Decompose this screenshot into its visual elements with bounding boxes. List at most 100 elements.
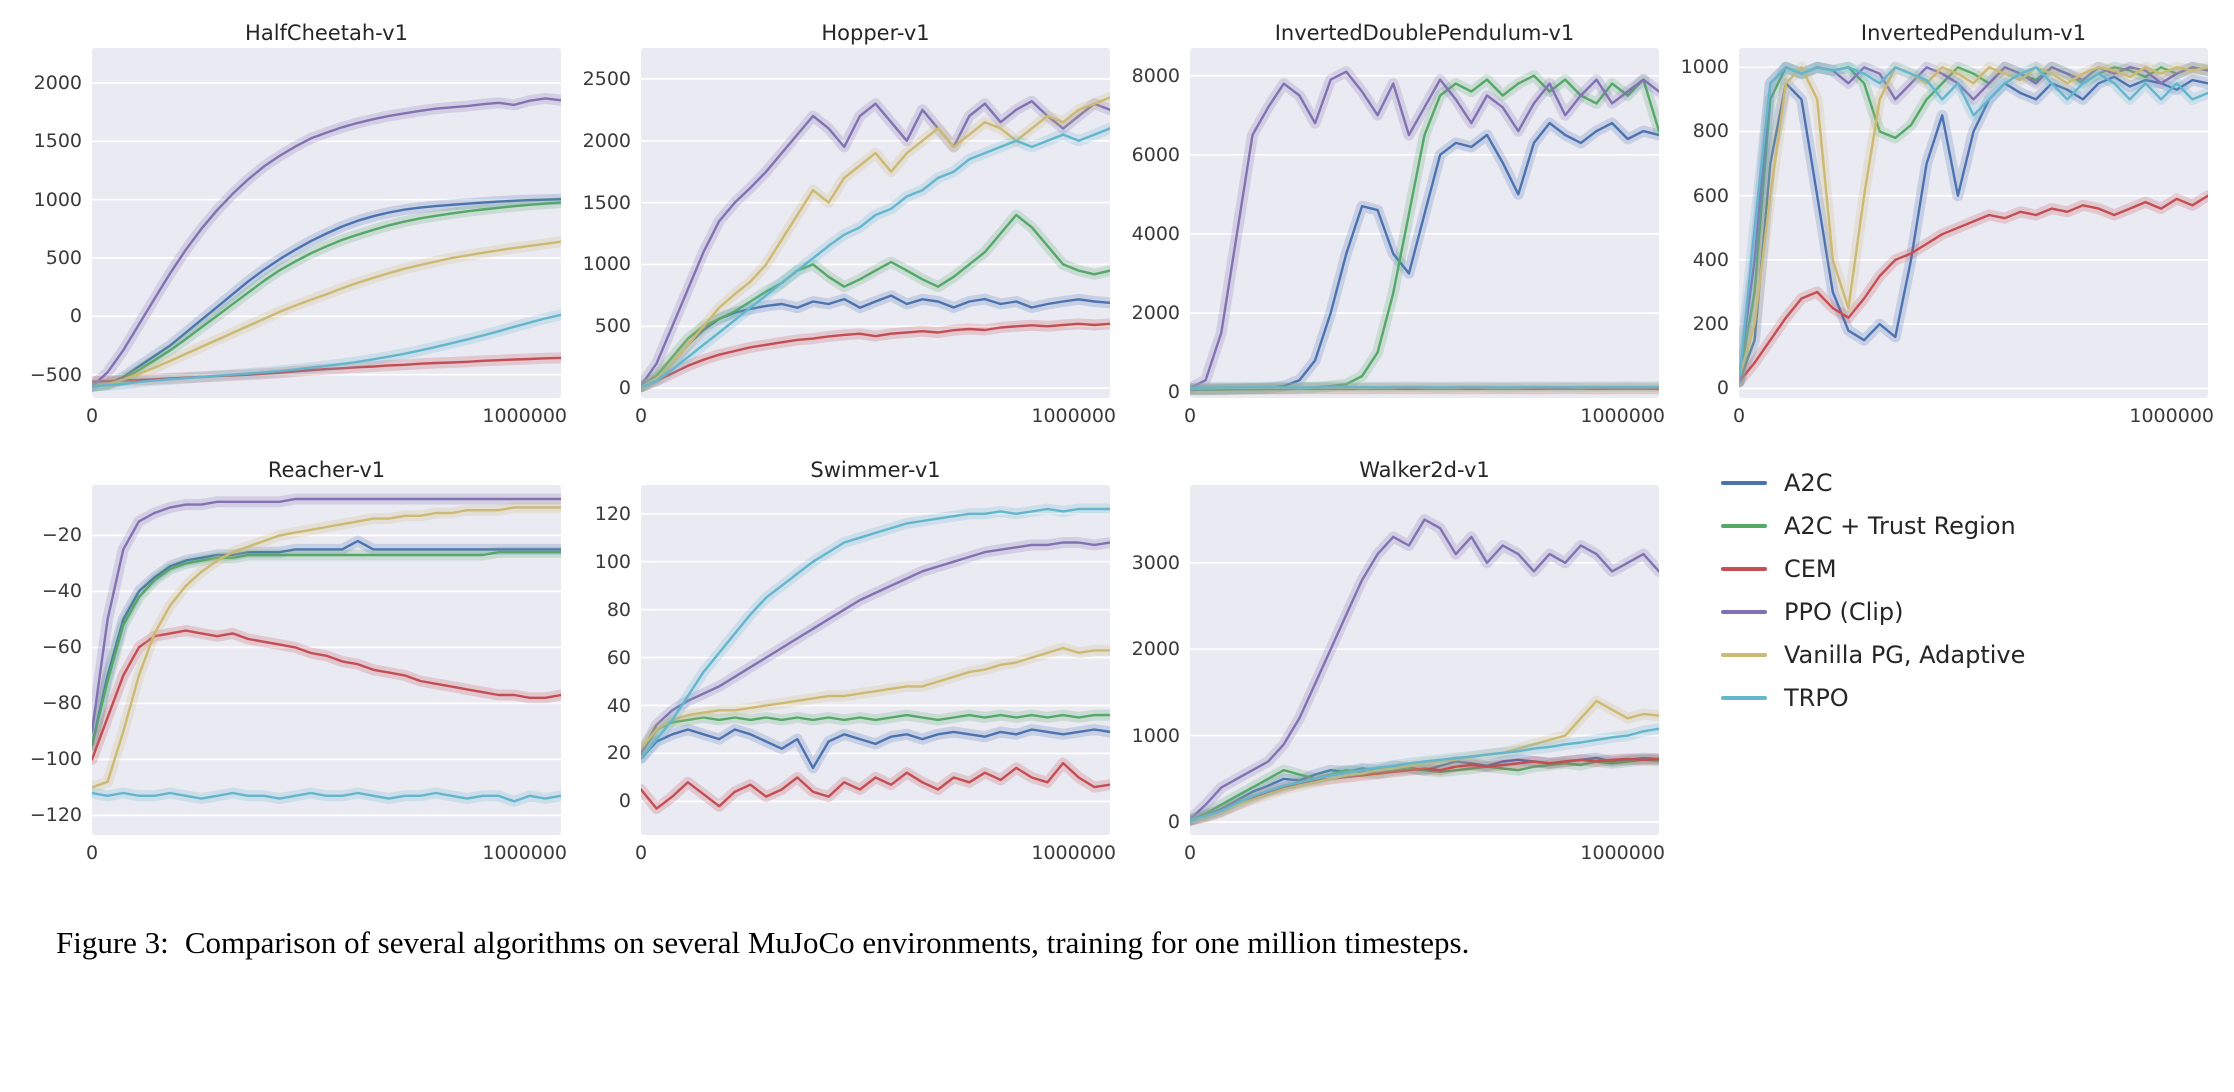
plot-area <box>92 48 561 398</box>
series-line-vanilla-pg-adaptive <box>641 646 1110 750</box>
y-tick-label: 2000 <box>1131 638 1180 661</box>
chart-canvas <box>1739 61 2208 390</box>
y-tick-label: 1000 <box>33 188 82 211</box>
y-tick-label: 2000 <box>1131 301 1180 324</box>
legend-label: PPO (Clip) <box>1784 598 1904 626</box>
series-line-trpo <box>641 507 1110 760</box>
series-line-ppo-clip <box>92 497 561 733</box>
y-tick-label: 0 <box>618 377 631 400</box>
series-line-vanilla-pg-adaptive <box>92 240 561 388</box>
series-line-trpo <box>1190 727 1659 822</box>
series-band-a2c <box>641 724 1110 774</box>
y-axis-ticks: −120 −100 −80 −60 −40 −20 <box>26 485 92 835</box>
y-tick-label: −80 <box>41 692 82 715</box>
y-tick-label: 400 <box>1692 248 1729 271</box>
x-tick-label: 0 <box>1184 842 1197 864</box>
y-tick-label: 1500 <box>582 191 631 214</box>
y-axis-ticks: 0 200 400 600 800 1000 <box>1673 48 1739 400</box>
series-line-vanilla-pg-adaptive <box>1190 699 1659 822</box>
series-band-a2c <box>1739 71 2208 388</box>
series-band-trpo <box>641 122 1110 393</box>
legend-label: A2C + Trust Region <box>1784 512 2016 540</box>
x-tick-label: 0 <box>86 842 99 864</box>
series-line-a2c-trust-region <box>641 713 1110 755</box>
series-line-vanilla-pg-adaptive <box>641 96 1110 389</box>
y-tick-label: 0 <box>618 790 631 813</box>
figure-caption: Figure 3: Comparison of several algorithm… <box>56 920 2176 966</box>
y-axis-ticks: 0 500 1000 1500 2000 2500 <box>575 48 641 400</box>
y-tick-label: −120 <box>29 804 82 827</box>
y-tick-label: 2000 <box>33 72 82 94</box>
series-line-cem <box>641 761 1110 810</box>
y-tick-label: 6000 <box>1131 143 1180 166</box>
y-axis-ticks: −500 0 500 1000 1500 2000 <box>26 48 92 398</box>
y-tick-label: 4000 <box>1131 222 1180 245</box>
y-tick-label: −500 <box>29 363 82 386</box>
chart-walker2d-v1: Walker2d-v1 0 1000 2000 3000 0 1000000 <box>1124 455 1665 866</box>
legend-swatch-vanilla-pg-adaptive <box>1721 653 1767 657</box>
x-tick-label: 1000000 <box>1580 842 1665 864</box>
series-line-ppo-clip <box>641 541 1110 755</box>
series-line-trpo <box>92 313 561 388</box>
legend-swatch-ppo-clip <box>1721 610 1767 614</box>
y-tick-label: 20 <box>606 742 631 765</box>
y-tick-label: 0 <box>1167 811 1180 834</box>
x-axis-ticks: 0 1000000 <box>1733 405 2214 429</box>
y-tick-label: 500 <box>45 247 82 269</box>
series-line-trpo <box>92 791 561 803</box>
y-tick-label: 1000 <box>1680 56 1729 79</box>
figure-number: Figure 3: <box>56 925 169 960</box>
chart-canvas <box>1190 66 1659 396</box>
x-tick-label: 1000000 <box>1031 405 1116 427</box>
x-axis-ticks: 0 1000000 <box>635 842 1116 866</box>
chart-canvas <box>92 82 561 392</box>
y-tick-label: −40 <box>41 580 82 603</box>
x-tick-label: 0 <box>1733 405 1746 427</box>
figure-page: HalfCheetah-v1 −500 0 500 1000 1500 2000 0 10… <box>26 18 2214 966</box>
series-band-cem <box>1739 190 2208 388</box>
series-line-a2c-trust-region <box>641 213 1110 389</box>
x-axis-ticks: 0 1000000 <box>635 405 1116 429</box>
legend-label: CEM <box>1784 555 1837 583</box>
chart-title: Walker2d-v1 <box>1359 458 1490 482</box>
y-tick-label: 2500 <box>582 67 631 90</box>
chart-hopper-v1: Hopper-v1 0 500 1000 1500 2000 2500 0 1000000 <box>575 18 1116 429</box>
y-tick-label: 60 <box>606 646 631 669</box>
series-line-ppo-clip <box>1190 518 1659 821</box>
y-tick-label: 200 <box>1692 313 1729 336</box>
x-tick-label: 1000000 <box>482 405 567 427</box>
chart-title: Hopper-v1 <box>821 21 930 45</box>
y-tick-label: 1000 <box>1131 724 1180 747</box>
y-tick-label: 0 <box>1716 377 1729 400</box>
series-line-cem <box>1739 194 2208 384</box>
figure-caption-text: Comparison of several algorithms on seve… <box>184 925 1470 960</box>
x-axis-ticks: 0 1000000 <box>1184 842 1665 866</box>
x-axis-ticks: 0 1000000 <box>1184 405 1665 429</box>
y-axis-ticks: 0 2000 4000 6000 8000 <box>1124 48 1190 403</box>
x-tick-label: 0 <box>635 842 648 864</box>
y-tick-label: 40 <box>606 694 631 717</box>
chart-title: Swimmer-v1 <box>810 458 941 482</box>
plot-area <box>641 485 1110 835</box>
x-tick-label: 1000000 <box>482 842 567 864</box>
y-tick-label: 600 <box>1692 184 1729 207</box>
chart-title: InvertedDoublePendulum-v1 <box>1274 21 1575 45</box>
chart-title: HalfCheetah-v1 <box>245 21 408 45</box>
legend-item: A2C + Trust Region <box>1721 512 2208 540</box>
series-line-ppo-clip <box>1190 70 1659 390</box>
series-line-a2c-trust-region <box>92 201 561 388</box>
legend-item: CEM <box>1721 555 2208 583</box>
series-line-a2c <box>92 197 561 388</box>
y-tick-label: 120 <box>594 502 631 525</box>
series-line-cem <box>92 629 561 761</box>
y-tick-label: 100 <box>594 550 631 573</box>
chart-canvas <box>641 503 1110 815</box>
legend-label: A2C <box>1784 469 1833 497</box>
y-tick-label: 3000 <box>1131 551 1180 574</box>
y-tick-label: 1500 <box>33 130 82 153</box>
chart-title: InvertedPendulum-v1 <box>1860 21 2087 45</box>
legend-swatch-trpo <box>1721 696 1767 700</box>
x-tick-label: 1000000 <box>1031 842 1116 864</box>
series-line-a2c-trust-region <box>92 550 561 747</box>
legend-label: TRPO <box>1784 684 1849 712</box>
